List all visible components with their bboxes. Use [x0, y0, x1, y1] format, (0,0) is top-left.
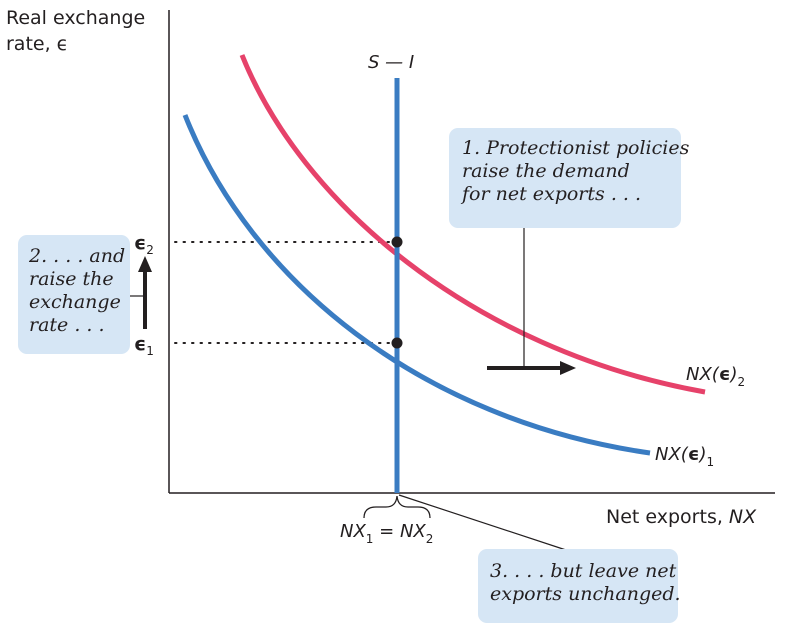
callout-3-line-1: 3. . . . but leave net [490, 560, 677, 582]
callout-2-line-1: 2. . . . and [29, 245, 126, 267]
y-axis-title-line2: rate, ϵ [6, 33, 68, 55]
callout-2-line-4: rate . . . [29, 314, 105, 336]
nx-curve-2 [239, 54, 706, 395]
equilibrium-point-2 [391, 236, 403, 248]
callout-3-line-2: exports unchanged. [490, 583, 681, 605]
callout-1-line-3: for net exports . . . [462, 183, 642, 205]
callout-2-line-3: exchange [29, 291, 121, 313]
nx-curve-1-label: NX(ϵ)1 [655, 444, 714, 469]
callout-protectionist-policies: 1. Protectionist policies raise the dema… [449, 128, 690, 228]
equilibrium-point-1 [391, 337, 403, 349]
callout-2-line-2: raise the [29, 268, 114, 290]
callout-1-line-1: 1. Protectionist policies [462, 137, 690, 159]
shift-arrow-head [560, 361, 576, 375]
nx-brace [363, 495, 431, 519]
x-axis-title: Net exports, NX [606, 506, 757, 528]
y-axis-title-line1: Real exchange [6, 7, 145, 29]
eps2-label: ϵ2 [134, 232, 154, 257]
nx-curve-1 [182, 114, 651, 456]
exchange-rate-arrow-head [138, 256, 152, 272]
callout-net-exports-unchanged: 3. . . . but leave net exports unchanged… [478, 549, 681, 623]
callout-3-leader [398, 494, 567, 551]
eps1-label: ϵ1 [134, 333, 154, 358]
saving-investment-label: S — I [368, 52, 414, 73]
nx-equality-label: NX1 = NX2 [340, 521, 433, 546]
callout-raise-exchange-rate: 2. . . . and raise the exchange rate . .… [18, 235, 130, 354]
nx-curve-2-label: NX(ϵ)2 [686, 364, 745, 389]
callout-1-line-2: raise the demand [462, 160, 630, 182]
